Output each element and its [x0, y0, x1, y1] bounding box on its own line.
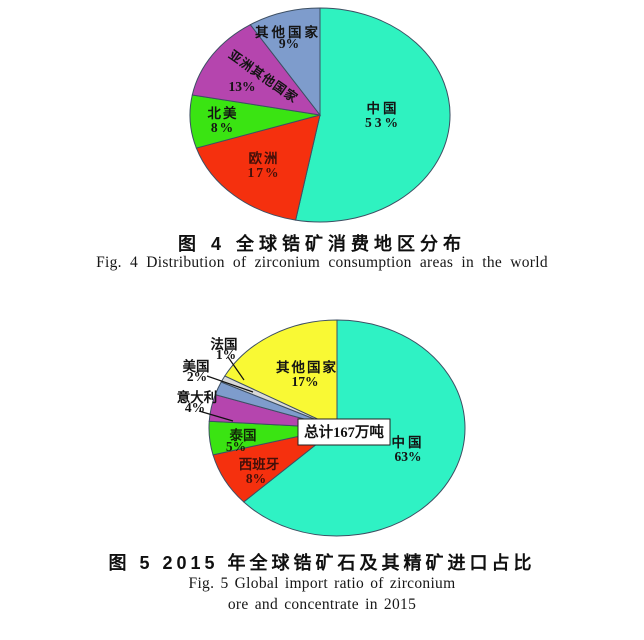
slice-label-usa: 美国 [183, 358, 210, 374]
pie-slice-other-countries [224, 319, 338, 429]
leader-line [198, 410, 234, 422]
figure5-caption-en-line1: Fig. 5 Global import ratio of zirconium [188, 575, 456, 592]
slice-label-italy: 4% [185, 400, 205, 415]
slice-label-north-america: 北美 8% [208, 105, 239, 135]
slice-label-other-countries: 其他国家 [276, 359, 338, 375]
slice-label-china: 中国 53% [365, 100, 401, 130]
slice-label-china: 63% [395, 449, 422, 464]
leader-line [227, 356, 245, 381]
figure5-caption-zh: 图 5 2015 年全球锆矿石及其精矿进口占比 [108, 553, 536, 573]
slice-label-other-countries: 其他国家 [255, 24, 321, 40]
total-annotation-text: 总计167万吨 [304, 423, 384, 441]
total-annotation-box [297, 418, 391, 446]
pie-slice-europe [195, 114, 321, 221]
slice-label-france: 1% [216, 347, 236, 362]
pie-slice-china [295, 7, 451, 223]
figure5-caption-en-line2: ore and concentrate in 2015 [227, 596, 417, 613]
slice-label-france: 法国 [211, 336, 238, 352]
slice-label-other-countries: 9% [279, 36, 299, 51]
pie-slice-other-countries [249, 7, 321, 117]
slice-label-china: 中国 [392, 434, 425, 450]
slice-label-italy: 意大利 [177, 389, 218, 405]
pie-slice-asia-others [191, 24, 322, 116]
slice-label-other-countries: 17% [292, 374, 319, 389]
slice-label-europe: 欧洲 17% [248, 150, 281, 180]
slice-label-usa: 2% [187, 369, 207, 384]
slice-label-spain: 8% [246, 471, 266, 486]
figure4-caption-en: Fig. 4 Distribution of zirconium consump… [96, 254, 548, 271]
slice-label-asia-others: 13% [229, 79, 256, 94]
figure4-caption-zh: 图 4 全球锆矿消费地区分布 [177, 234, 466, 254]
slice-label-spain: 西班牙 [239, 456, 280, 472]
slice-label-thailand: 泰国 [229, 427, 257, 443]
slice-label-thailand: 5% [226, 439, 246, 454]
leader-line [206, 375, 254, 393]
